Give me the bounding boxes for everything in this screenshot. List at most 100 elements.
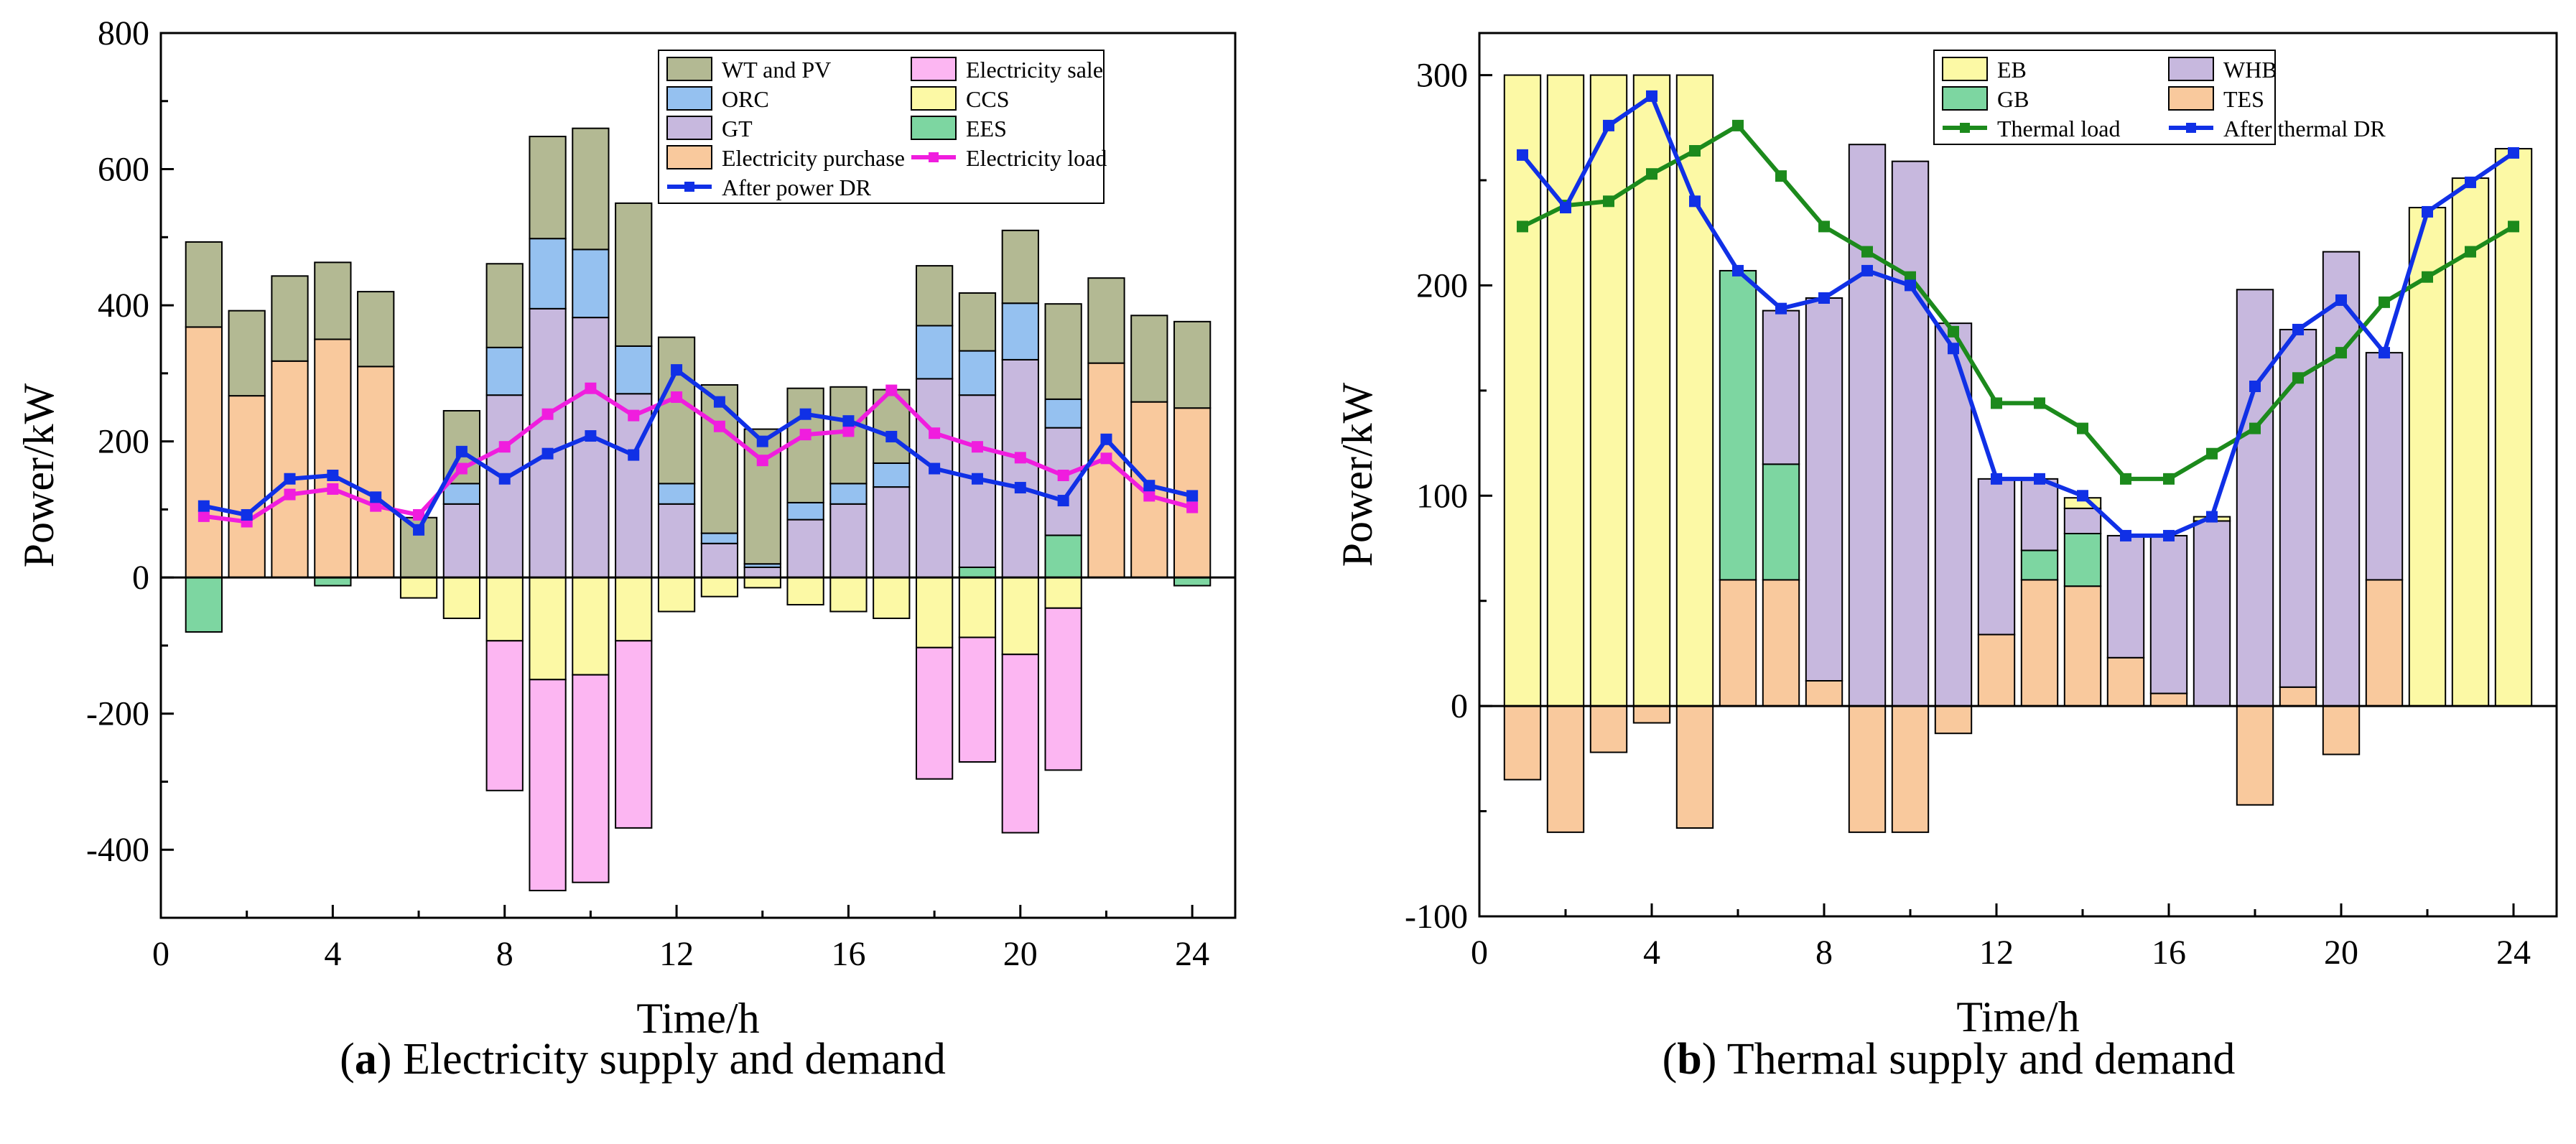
bar-ccs-h14: [743, 577, 781, 589]
legend-label-electricity-sale: Electricity sale: [966, 57, 1103, 83]
bar-electricity-sale-h9: [529, 679, 567, 892]
bar-tes-h1: [1503, 705, 1542, 781]
point-electricity-load-h16: [842, 425, 855, 437]
point-thermal-load-h11: [1948, 325, 1959, 338]
chart-a-bars: [185, 127, 1212, 892]
point-after-thermal-dr-h21: [2379, 347, 2390, 359]
point-after-power-dr-h4: [327, 470, 339, 481]
y-tick-label: 0: [132, 559, 149, 597]
bar-whb-h12: [1977, 478, 2016, 636]
legend-item-after-thermal-dr: After thermal DR: [2169, 116, 2386, 141]
bar-gt-h10: [572, 317, 610, 579]
y-tick-label: 200: [1416, 266, 1468, 304]
bar-wt-and-pv-h12: [657, 336, 696, 485]
point-after-power-dr-h11: [628, 449, 640, 461]
bar-gt-h18: [915, 378, 954, 579]
bar-whb-h20: [2322, 251, 2361, 707]
legend-label-gt: GT: [722, 116, 753, 141]
bar-eb-h2: [1546, 74, 1585, 707]
x-axis-title: Time/h: [1956, 993, 2079, 1041]
point-after-power-dr-h18: [929, 462, 941, 475]
bar-whb-h21: [2365, 352, 2404, 581]
series-line-after-power-dr: [203, 366, 1193, 534]
bar-tes-h5: [1675, 705, 1714, 829]
point-after-power-dr-h2: [241, 508, 253, 521]
bar-orc-h19: [958, 350, 997, 396]
legend-swatch-ccs: [911, 86, 957, 111]
legend: WT and PV Electricity sale ORC CCS GT EES Elec…: [658, 50, 1107, 204]
legend-swatch-gt: [666, 116, 712, 140]
point-after-thermal-dr-h20: [2335, 294, 2347, 306]
point-after-power-dr-h7: [455, 445, 468, 457]
bar-electricity-purchase-h1: [185, 326, 223, 579]
x-tick-label: 8: [1815, 934, 1833, 972]
bar-whb-h13: [2020, 478, 2059, 552]
bar-gb-h7: [1762, 463, 1800, 581]
plot-frame: [1478, 32, 2558, 918]
point-electricity-load-h9: [541, 408, 554, 420]
point-after-power-dr-h9: [541, 447, 554, 460]
legend-swatch-ees: [911, 116, 957, 140]
bar-electricity-sale-h18: [915, 646, 954, 780]
caption-b: (b) Thermal supply and demand: [1662, 1035, 2236, 1084]
y-tick-label: 400: [98, 287, 149, 325]
y-tick-label: -400: [86, 831, 149, 869]
legend-box: [1933, 50, 2276, 145]
point-electricity-load-h7: [455, 462, 468, 475]
bar-orc-h17: [873, 462, 911, 488]
point-electricity-load-h20: [1014, 452, 1026, 464]
point-after-thermal-dr-h15: [2120, 529, 2131, 541]
bar-eb-h1: [1503, 74, 1542, 707]
legend-item-orc: ORC: [666, 86, 769, 112]
bar-wt-and-pv-h23: [1130, 315, 1168, 403]
point-after-power-dr-h23: [1143, 480, 1156, 492]
bar-wt-and-pv-h5: [357, 291, 395, 368]
bar-ccs-h13: [700, 577, 739, 597]
point-electricity-load-h14: [756, 455, 768, 467]
bar-tes-h16: [2149, 692, 2188, 707]
bar-wt-and-pv-h15: [786, 387, 824, 503]
point-after-power-dr-h16: [842, 415, 855, 427]
point-after-power-dr-h13: [713, 396, 725, 408]
legend-label-thermal-load: Thermal load: [1997, 116, 2120, 141]
point-after-thermal-dr-h6: [1732, 264, 1744, 276]
point-electricity-load-h13: [713, 420, 725, 432]
point-after-power-dr-h14: [756, 435, 768, 447]
bar-orc-h9: [529, 238, 567, 310]
bar-electricity-sale-h10: [572, 674, 610, 883]
legend-marker-after-thermal-dr: [2186, 123, 2196, 133]
x-tick-label: 0: [1471, 934, 1488, 972]
bar-ccs-h21: [1044, 577, 1082, 609]
bar-ees-h21: [1044, 534, 1082, 579]
bar-gt-h14: [743, 566, 781, 579]
point-thermal-load-h5: [1689, 145, 1701, 157]
bar-ccs-h9: [529, 577, 567, 681]
bar-gt-h9: [529, 307, 567, 579]
point-after-power-dr-h20: [1014, 482, 1026, 494]
x-tick-label: 8: [496, 935, 513, 973]
bar-tes-h21: [2365, 579, 2404, 707]
point-electricity-load-h15: [799, 429, 812, 441]
bar-wt-and-pv-h19: [958, 292, 997, 352]
bar-gb-h14: [2063, 533, 2102, 587]
bar-tes-h19: [2279, 686, 2317, 707]
y-axis-title: Power/kW: [15, 383, 62, 567]
bar-tes-h7: [1762, 579, 1800, 707]
legend-item-ccs: CCS: [911, 86, 1009, 112]
bar-whb-h15: [2106, 534, 2145, 659]
legend: EB WHB GB TES Thermal load After thermal DR: [1933, 50, 2386, 145]
point-after-thermal-dr-h11: [1948, 343, 1959, 355]
bar-electricity-purchase-h2: [228, 395, 266, 579]
bar-ccs-h16: [829, 577, 868, 613]
x-tick-label: 4: [324, 935, 341, 973]
legend-label-electricity-load: Electricity load: [966, 145, 1107, 171]
legend-item-eb: EB: [1942, 57, 2027, 83]
bar-ccs-h17: [873, 577, 911, 620]
series-after-power-dr: [197, 364, 1199, 536]
point-thermal-load-h7: [1775, 170, 1787, 182]
y-tick-label: 300: [1416, 57, 1468, 95]
point-thermal-load-h12: [1991, 397, 2002, 409]
bar-eb-h3: [1589, 74, 1628, 707]
point-thermal-load-h23: [2465, 246, 2476, 258]
point-after-thermal-dr-h1: [1517, 149, 1528, 161]
